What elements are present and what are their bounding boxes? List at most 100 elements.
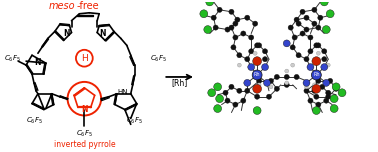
Circle shape — [290, 45, 295, 50]
Circle shape — [292, 35, 297, 40]
Circle shape — [294, 17, 299, 22]
Circle shape — [314, 43, 319, 48]
Circle shape — [311, 70, 321, 80]
Circle shape — [283, 40, 290, 47]
Circle shape — [316, 43, 321, 48]
Circle shape — [254, 94, 260, 99]
Circle shape — [285, 69, 289, 73]
Circle shape — [313, 83, 316, 87]
Text: $C_6F_5$: $C_6F_5$ — [76, 129, 93, 139]
Circle shape — [303, 79, 310, 86]
Circle shape — [262, 64, 268, 71]
Circle shape — [252, 70, 262, 80]
Circle shape — [253, 57, 262, 66]
Text: N: N — [81, 105, 88, 114]
Circle shape — [284, 74, 289, 79]
Circle shape — [241, 31, 246, 36]
Circle shape — [316, 51, 320, 55]
Circle shape — [300, 31, 305, 36]
Circle shape — [225, 98, 230, 103]
Circle shape — [229, 25, 234, 30]
Circle shape — [257, 43, 262, 48]
Circle shape — [330, 105, 338, 112]
Circle shape — [245, 80, 250, 85]
Circle shape — [326, 10, 334, 18]
Circle shape — [204, 26, 212, 33]
Circle shape — [200, 10, 208, 18]
Circle shape — [285, 81, 289, 85]
Circle shape — [321, 64, 328, 71]
Circle shape — [269, 85, 273, 89]
Circle shape — [296, 53, 301, 58]
Circle shape — [294, 74, 299, 79]
Circle shape — [225, 27, 230, 32]
Circle shape — [245, 15, 250, 20]
Text: [Rh]: [Rh] — [171, 78, 187, 87]
Circle shape — [291, 63, 294, 67]
Circle shape — [316, 25, 321, 30]
Circle shape — [217, 7, 222, 12]
Text: $C_6F_5$: $C_6F_5$ — [4, 54, 21, 64]
Circle shape — [266, 94, 271, 99]
Text: $C_6F_5$: $C_6F_5$ — [126, 115, 143, 126]
Circle shape — [300, 9, 305, 14]
Circle shape — [316, 78, 321, 83]
Text: H: H — [81, 54, 88, 63]
Circle shape — [253, 84, 262, 93]
Circle shape — [245, 88, 250, 93]
Circle shape — [233, 21, 238, 26]
Circle shape — [233, 35, 238, 40]
Circle shape — [305, 85, 308, 89]
Circle shape — [312, 21, 317, 26]
Circle shape — [320, 0, 328, 6]
Circle shape — [244, 79, 251, 86]
Text: Rh: Rh — [313, 73, 320, 78]
Circle shape — [333, 86, 339, 91]
Circle shape — [208, 89, 216, 97]
Circle shape — [304, 15, 309, 20]
Text: N: N — [35, 58, 41, 67]
Circle shape — [330, 95, 338, 103]
Circle shape — [322, 26, 330, 33]
Circle shape — [229, 84, 234, 89]
Circle shape — [206, 0, 214, 6]
Circle shape — [253, 107, 261, 114]
Circle shape — [314, 94, 319, 99]
Circle shape — [312, 84, 321, 93]
Text: N: N — [99, 29, 105, 38]
Circle shape — [304, 27, 309, 32]
Circle shape — [323, 79, 330, 86]
Circle shape — [308, 64, 313, 70]
Circle shape — [318, 15, 323, 20]
Circle shape — [223, 90, 228, 95]
Circle shape — [274, 74, 279, 79]
Circle shape — [324, 80, 329, 85]
Circle shape — [316, 102, 321, 107]
Circle shape — [235, 17, 240, 22]
Circle shape — [213, 25, 218, 30]
Circle shape — [254, 43, 260, 48]
Circle shape — [253, 21, 258, 26]
Circle shape — [326, 94, 331, 99]
Circle shape — [268, 78, 274, 83]
Text: meso: meso — [49, 1, 76, 11]
Circle shape — [245, 57, 250, 62]
Circle shape — [308, 35, 313, 40]
Text: -free: -free — [76, 1, 99, 11]
Circle shape — [237, 53, 242, 58]
Circle shape — [257, 78, 262, 83]
Circle shape — [262, 49, 268, 54]
Circle shape — [296, 21, 301, 26]
Circle shape — [308, 49, 313, 54]
Circle shape — [322, 64, 327, 70]
Circle shape — [237, 63, 241, 67]
Circle shape — [253, 51, 257, 55]
Text: HN: HN — [118, 89, 128, 95]
Circle shape — [304, 57, 309, 62]
Circle shape — [233, 102, 238, 107]
Circle shape — [274, 86, 279, 91]
Circle shape — [284, 82, 289, 87]
Circle shape — [324, 98, 329, 103]
Circle shape — [326, 63, 330, 67]
Circle shape — [313, 107, 320, 114]
